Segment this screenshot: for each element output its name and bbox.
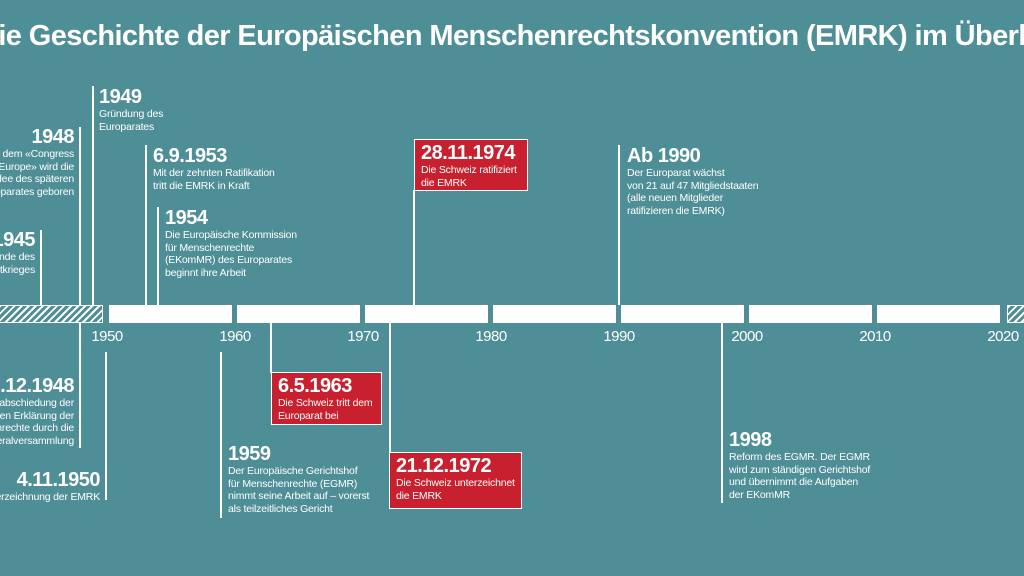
tick-2000: 2000 <box>731 328 763 345</box>
tick-1950: 1950 <box>91 328 123 345</box>
event-1950: 4.11.1950 Unterzeichnung der EMRK <box>0 469 101 504</box>
event-1959: 1959 Der Europäische Gerichtshof für Men… <box>228 443 369 515</box>
event-description: An dem «Congress of Europe» wird die Ide… <box>0 148 74 198</box>
event-date: 21.12.1972 <box>396 455 492 477</box>
tick-1990: 1990 <box>603 328 635 345</box>
event-date: 1945 <box>0 229 36 251</box>
connector-1953 <box>145 145 147 305</box>
event-1949: 1949 Gründung des Europarates <box>99 86 163 133</box>
tick-2010: 2010 <box>859 328 891 345</box>
event-description: Reform des EGMR. Der EGMR wird zum ständ… <box>729 451 871 501</box>
page-title: Die Geschichte der Europäischen Menschen… <box>0 20 1024 52</box>
connector-1954 <box>157 207 159 305</box>
event-date: 6.9.1953 <box>153 145 227 167</box>
tick-2020: 2020 <box>987 328 1019 345</box>
timeline-segment-1960s <box>237 305 360 323</box>
connector-1948-below <box>79 323 81 448</box>
event-description: Mit der zehnten Ratifikation tritt die E… <box>153 167 275 192</box>
connector-1998-below <box>721 323 723 503</box>
timeline-segment-1980s <box>493 305 616 323</box>
event-1998: 1998 Reform des EGMR. Der EGMR wird zum … <box>729 429 870 501</box>
event-1954: 1954 Die Europäische Kommission für Mens… <box>165 207 297 279</box>
timeline-segment-2000s <box>749 305 872 323</box>
event-date: 10.12.1948 <box>0 375 74 397</box>
event-1948-udhr: 10.12.1948 Verabschiedung der Allgemeine… <box>0 375 74 447</box>
timeline-hatched-segment-post-2020 <box>1007 305 1024 323</box>
connector-1949 <box>92 86 94 305</box>
connector-1948 <box>79 127 81 305</box>
event-1990: Ab 1990 Der Europarat wächst von 21 auf … <box>627 145 759 217</box>
event-description: Die Schweiz ratifiziert die EMRK <box>421 164 517 189</box>
event-date: 1998 <box>729 429 772 451</box>
timeline-segment-1990s <box>621 305 744 323</box>
event-date: 1959 <box>228 443 271 465</box>
event-1953: 6.9.1953 Mit der zehnten Ratifikation tr… <box>153 145 275 192</box>
connector-1959-below <box>220 352 222 518</box>
event-date: 1948 <box>31 126 75 148</box>
timeline-segment-2010s <box>877 305 1000 323</box>
event-1963-highlight: 6.5.1963 Die Schweiz tritt dem Europarat… <box>271 372 382 425</box>
event-description: Der Europäische Gerichtshof für Menschen… <box>228 465 370 515</box>
event-description: Die Europäische Kommission für Menschenr… <box>165 229 297 279</box>
tick-1980: 1980 <box>475 328 507 345</box>
connector-1972-below <box>389 323 391 509</box>
event-description: Die Schweiz tritt dem Europarat bei <box>278 397 373 422</box>
tick-1960: 1960 <box>219 328 251 345</box>
event-date: 6.5.1963 <box>278 375 352 397</box>
connector-1990 <box>618 145 620 305</box>
event-1945: 1945 Ende des Weltkrieges <box>0 229 36 276</box>
connector-1963-below <box>270 323 272 373</box>
event-1948: 1948 An dem «Congress of Europe» wird di… <box>0 126 74 198</box>
event-date: 1949 <box>99 86 142 108</box>
event-description: Unterzeichnung der EMRK <box>0 491 100 503</box>
event-1974-highlight: 28.11.1974 Die Schweiz ratifiziert die E… <box>414 139 528 191</box>
event-description: Gründung des Europarates <box>99 108 164 133</box>
event-date: 4.11.1950 <box>16 469 101 491</box>
tick-1970: 1970 <box>347 328 379 345</box>
event-date: 28.11.1974 <box>421 142 516 164</box>
timeline-segment-1970s <box>365 305 488 323</box>
event-description: Der Europarat wächst von 21 auf 47 Mitgl… <box>627 167 759 217</box>
event-description: Verabschiedung der Allgemeinen Erklärung… <box>0 397 74 447</box>
event-description: Die Schweiz unterzeichnet die EMRK <box>396 477 515 502</box>
event-date: Ab 1990 <box>627 145 701 167</box>
event-date: 1954 <box>165 207 208 229</box>
event-1972-highlight: 21.12.1972 Die Schweiz unterzeichnet die… <box>389 452 522 509</box>
connector-1974 <box>413 190 415 305</box>
timeline-segment-1950s <box>109 305 232 323</box>
timeline-hatched-segment-pre-1950 <box>0 305 103 323</box>
connector-1950-below <box>105 352 107 500</box>
event-description: Ende des Weltkrieges <box>0 251 35 276</box>
connector-1945 <box>40 230 42 305</box>
